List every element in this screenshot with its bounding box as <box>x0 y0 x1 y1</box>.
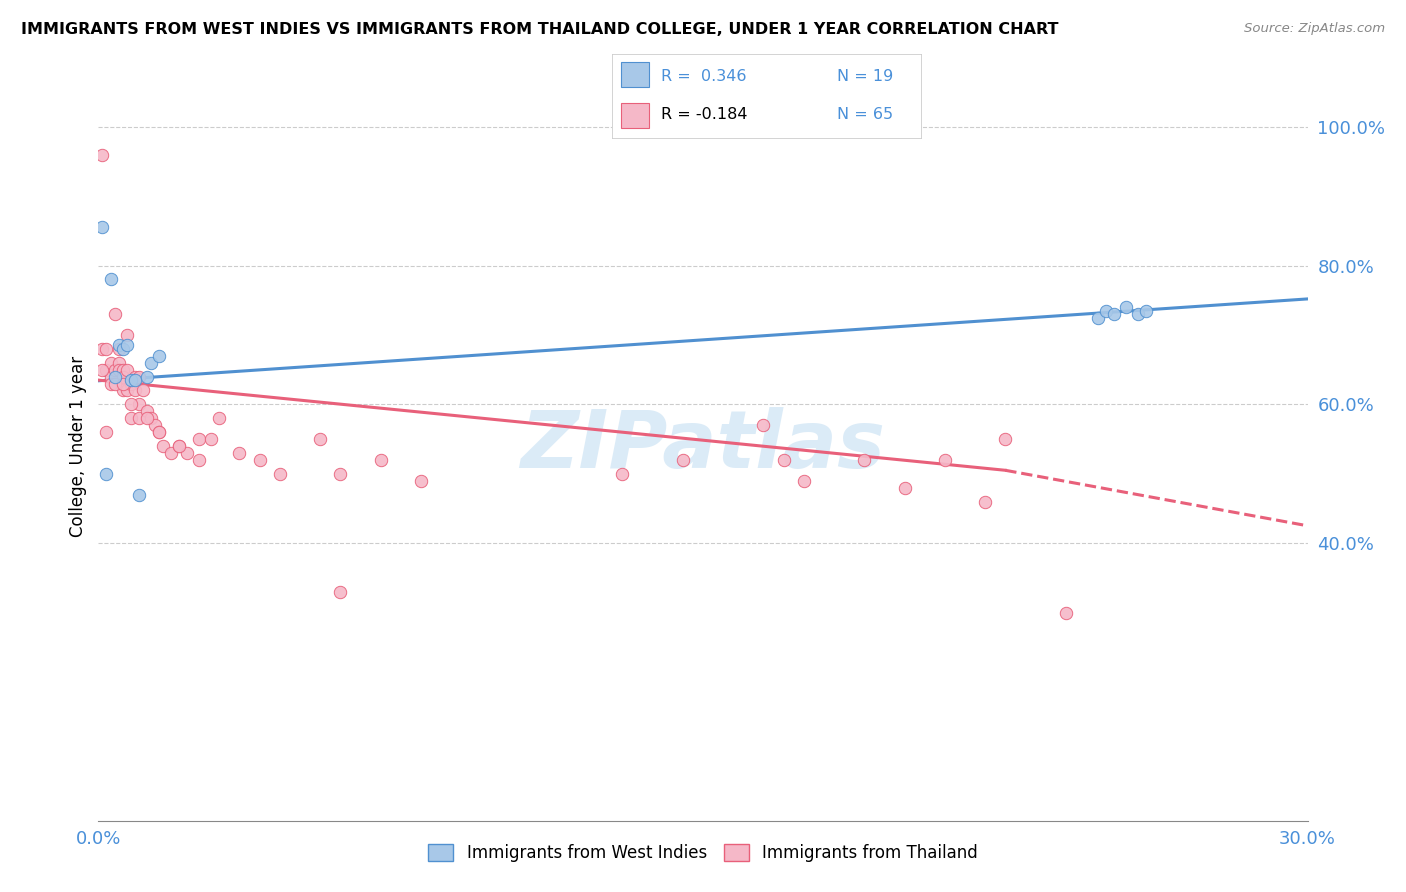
Point <box>128 487 150 501</box>
Point <box>1102 307 1125 321</box>
Point <box>139 356 162 370</box>
Text: ZIPatlas: ZIPatlas <box>520 407 886 485</box>
Point <box>111 384 134 398</box>
Point <box>111 342 134 356</box>
Point <box>107 342 129 356</box>
Point <box>96 425 118 439</box>
Point <box>148 425 170 439</box>
Point <box>111 369 134 384</box>
Point <box>994 432 1017 446</box>
Legend: Immigrants from West Indies, Immigrants from Thailand: Immigrants from West Indies, Immigrants … <box>422 837 984 869</box>
Point <box>772 453 794 467</box>
Text: N = 65: N = 65 <box>838 107 894 122</box>
Text: Source: ZipAtlas.com: Source: ZipAtlas.com <box>1244 22 1385 36</box>
Point <box>853 453 876 467</box>
Point <box>167 439 190 453</box>
Point <box>103 307 125 321</box>
Point <box>120 411 142 425</box>
Point <box>208 411 231 425</box>
Point <box>1054 606 1077 620</box>
Point <box>96 342 118 356</box>
Point <box>612 467 634 481</box>
Text: R = -0.184: R = -0.184 <box>661 107 748 122</box>
Point <box>309 432 332 446</box>
Point <box>96 362 118 376</box>
Point <box>160 446 183 460</box>
Point <box>100 356 122 370</box>
Point <box>111 376 134 391</box>
Point <box>100 369 122 384</box>
Point <box>115 328 138 343</box>
Point <box>91 362 114 376</box>
Point <box>91 342 114 356</box>
Point <box>793 474 815 488</box>
Point <box>672 453 695 467</box>
Point <box>1135 303 1157 318</box>
Point <box>128 397 150 411</box>
Point <box>1128 307 1150 321</box>
Point <box>107 356 129 370</box>
Point <box>752 418 775 433</box>
Point <box>124 373 146 387</box>
Point <box>128 369 150 384</box>
Point <box>370 453 392 467</box>
Point <box>91 147 114 161</box>
Point <box>120 373 142 387</box>
Point <box>893 481 915 495</box>
Text: R =  0.346: R = 0.346 <box>661 69 747 84</box>
Point <box>934 453 956 467</box>
Point <box>124 384 146 398</box>
FancyBboxPatch shape <box>621 62 648 87</box>
Point <box>1115 300 1137 314</box>
Point <box>107 338 129 352</box>
Point <box>100 376 122 391</box>
Point <box>103 369 125 384</box>
Point <box>128 411 150 425</box>
Point <box>188 432 211 446</box>
Point <box>115 384 138 398</box>
Point <box>115 362 138 376</box>
Point <box>143 418 166 433</box>
Point <box>974 494 997 508</box>
Point <box>269 467 291 481</box>
Y-axis label: College, Under 1 year: College, Under 1 year <box>69 355 87 537</box>
Point <box>100 272 122 286</box>
FancyBboxPatch shape <box>621 103 648 128</box>
Text: N = 19: N = 19 <box>838 69 894 84</box>
Point <box>329 584 352 599</box>
Point <box>176 446 198 460</box>
Point <box>124 369 146 384</box>
Point <box>103 376 125 391</box>
Point <box>135 411 157 425</box>
Point <box>111 362 134 376</box>
Point <box>103 362 125 376</box>
Point <box>188 453 211 467</box>
Point <box>1095 303 1118 318</box>
Text: IMMIGRANTS FROM WEST INDIES VS IMMIGRANTS FROM THAILAND COLLEGE, UNDER 1 YEAR CO: IMMIGRANTS FROM WEST INDIES VS IMMIGRANT… <box>21 22 1059 37</box>
Point <box>148 425 170 439</box>
Point <box>200 432 222 446</box>
Point <box>1087 310 1109 325</box>
Point <box>139 411 162 425</box>
Point <box>132 384 155 398</box>
Point <box>91 220 114 235</box>
Point <box>107 362 129 376</box>
Point <box>152 439 174 453</box>
Point <box>120 376 142 391</box>
Point <box>228 446 250 460</box>
Point <box>135 369 157 384</box>
Point <box>249 453 271 467</box>
Point <box>409 474 432 488</box>
Point <box>167 439 190 453</box>
Point <box>120 397 142 411</box>
Point <box>96 467 118 481</box>
Point <box>115 338 138 352</box>
Point <box>135 404 157 418</box>
Point <box>148 349 170 363</box>
Point <box>329 467 352 481</box>
